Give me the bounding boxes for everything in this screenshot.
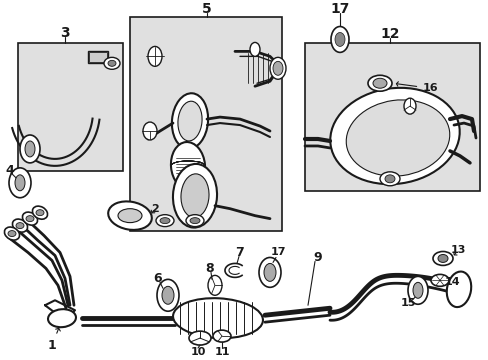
Ellipse shape (379, 172, 399, 186)
Ellipse shape (12, 219, 27, 232)
Ellipse shape (330, 27, 348, 53)
Text: 5: 5 (202, 1, 211, 15)
Text: 8: 8 (205, 262, 214, 275)
Ellipse shape (259, 257, 281, 287)
Bar (88, 51, 108, 63)
Ellipse shape (22, 212, 38, 225)
Ellipse shape (412, 282, 422, 298)
Text: 16: 16 (396, 82, 437, 93)
Ellipse shape (162, 286, 174, 304)
Text: 3: 3 (60, 27, 70, 40)
Bar (18, 44, 123, 171)
Ellipse shape (213, 330, 230, 342)
Text: 12: 12 (380, 27, 399, 41)
Text: 17: 17 (270, 247, 285, 257)
Ellipse shape (20, 135, 40, 163)
Ellipse shape (15, 175, 25, 191)
Ellipse shape (346, 100, 449, 176)
Ellipse shape (334, 32, 345, 46)
Ellipse shape (181, 174, 208, 218)
Bar (305, 44, 479, 191)
Ellipse shape (207, 275, 222, 295)
Text: 2: 2 (151, 204, 159, 214)
Ellipse shape (9, 168, 31, 198)
Ellipse shape (8, 231, 16, 237)
Ellipse shape (108, 201, 151, 230)
Ellipse shape (32, 206, 47, 219)
Ellipse shape (432, 252, 452, 265)
Ellipse shape (171, 142, 204, 190)
Text: 15: 15 (400, 298, 415, 308)
Ellipse shape (104, 57, 120, 69)
Ellipse shape (372, 78, 386, 88)
Ellipse shape (178, 101, 202, 141)
Text: 9: 9 (313, 251, 322, 264)
Ellipse shape (156, 215, 174, 226)
Bar (89, 53, 107, 62)
Ellipse shape (118, 209, 142, 222)
Ellipse shape (48, 309, 76, 327)
Ellipse shape (407, 276, 427, 304)
Ellipse shape (148, 46, 162, 66)
Ellipse shape (36, 210, 44, 216)
Ellipse shape (173, 164, 217, 228)
Ellipse shape (367, 75, 391, 91)
Ellipse shape (26, 216, 34, 222)
Bar (130, 17, 282, 231)
Ellipse shape (430, 274, 448, 286)
Ellipse shape (172, 93, 208, 149)
Ellipse shape (264, 264, 275, 282)
Text: 6: 6 (153, 272, 162, 285)
Ellipse shape (157, 279, 179, 311)
Text: 13: 13 (449, 246, 465, 256)
Ellipse shape (249, 42, 260, 57)
Ellipse shape (173, 298, 263, 338)
Ellipse shape (446, 271, 470, 307)
Text: 7: 7 (235, 246, 244, 259)
Ellipse shape (190, 218, 200, 224)
Ellipse shape (269, 57, 285, 79)
Ellipse shape (25, 141, 35, 157)
Ellipse shape (329, 88, 459, 184)
Text: 10: 10 (190, 347, 205, 357)
Text: 1: 1 (47, 328, 60, 352)
Text: 11: 11 (214, 347, 229, 357)
Text: 14: 14 (444, 277, 460, 287)
Ellipse shape (403, 98, 415, 114)
Ellipse shape (160, 218, 170, 224)
Ellipse shape (108, 60, 116, 66)
Ellipse shape (16, 222, 24, 229)
Text: 4: 4 (6, 165, 14, 177)
Ellipse shape (142, 122, 157, 140)
Ellipse shape (272, 61, 283, 75)
Ellipse shape (189, 331, 210, 345)
Ellipse shape (384, 175, 394, 183)
Ellipse shape (437, 255, 447, 262)
Text: 17: 17 (329, 1, 349, 15)
Ellipse shape (4, 227, 20, 240)
Ellipse shape (185, 215, 203, 226)
